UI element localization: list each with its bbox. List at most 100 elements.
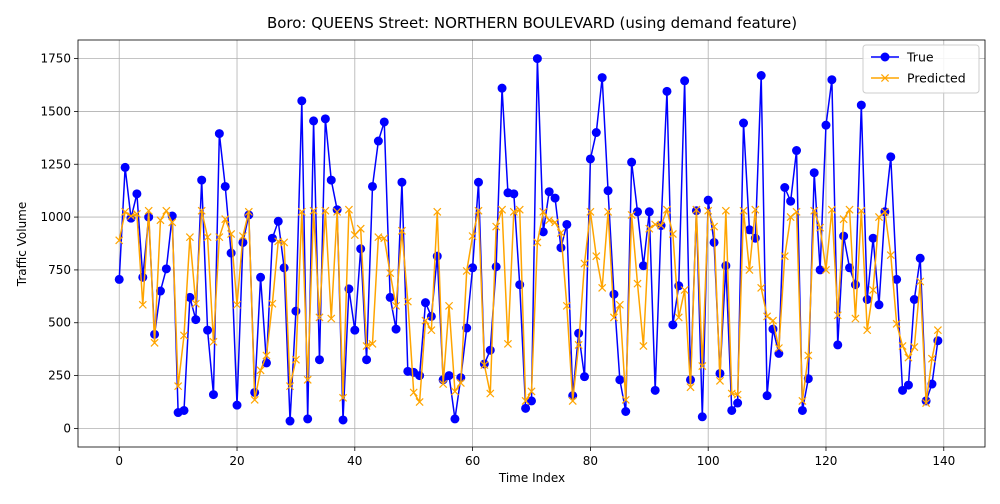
data-point-predicted	[238, 232, 247, 241]
data-point-true	[633, 207, 643, 217]
y-tick-label: 1000	[40, 210, 71, 224]
data-point-predicted	[138, 300, 147, 309]
data-point-true	[468, 263, 478, 273]
data-point-predicted	[397, 226, 406, 235]
data-point-predicted	[321, 206, 330, 215]
data-point-predicted	[291, 355, 300, 364]
data-point-predicted	[551, 218, 560, 227]
data-point-predicted	[468, 232, 477, 241]
x-marker-stroke	[680, 285, 689, 295]
data-point-true	[373, 136, 383, 146]
data-point-true	[521, 403, 531, 413]
data-point-predicted	[462, 266, 471, 275]
data-point-true	[303, 414, 313, 424]
x-marker-stroke	[768, 316, 777, 325]
data-point-true	[132, 189, 142, 199]
data-point-predicted	[380, 234, 389, 243]
x-marker-stroke	[574, 340, 583, 349]
data-point-predicted	[197, 206, 206, 215]
x-marker-stroke	[833, 311, 842, 320]
x-marker-stroke	[315, 313, 324, 322]
data-point-predicted	[256, 366, 265, 375]
x-marker-stroke	[150, 338, 159, 347]
x-marker-stroke	[309, 206, 318, 215]
data-point-true	[797, 405, 807, 415]
data-point-true	[203, 325, 213, 335]
data-point-predicted	[639, 341, 648, 351]
data-point-true	[780, 183, 790, 193]
data-point-predicted	[168, 218, 177, 227]
legend-marker	[880, 52, 890, 62]
x-marker-stroke	[297, 207, 306, 216]
data-point-predicted	[904, 353, 913, 362]
series-predicted	[115, 205, 942, 408]
data-point-predicted	[456, 378, 465, 387]
x-marker-stroke	[751, 205, 760, 214]
x-marker-stroke	[409, 388, 418, 397]
x-marker-stroke	[168, 218, 177, 227]
data-point-true	[385, 292, 395, 302]
data-point-predicted	[845, 205, 854, 214]
x-marker-stroke	[439, 380, 448, 389]
x-marker-stroke	[562, 301, 571, 310]
data-point-predicted	[927, 354, 937, 363]
data-point-true	[762, 391, 772, 401]
data-point-true	[256, 272, 266, 282]
data-point-predicted	[509, 207, 518, 216]
data-point-predicted	[792, 207, 801, 216]
data-point-predicted	[350, 231, 359, 240]
data-point-predicted	[821, 265, 831, 274]
x-marker-stroke	[927, 354, 937, 363]
data-point-predicted	[392, 301, 401, 310]
x-tick-label: 100	[697, 454, 720, 468]
data-point-predicted	[533, 238, 542, 247]
data-point-true	[126, 213, 136, 223]
data-point-true	[792, 146, 802, 156]
x-marker-stroke	[132, 209, 141, 218]
data-point-true	[721, 261, 731, 271]
data-point-predicted	[403, 297, 412, 306]
data-point-predicted	[615, 300, 624, 309]
data-point-true	[874, 300, 884, 310]
data-point-true	[815, 265, 825, 275]
x-marker-stroke	[692, 205, 701, 214]
x-marker-stroke	[179, 331, 189, 340]
x-marker-stroke	[568, 396, 577, 405]
x-marker-stroke	[657, 221, 666, 230]
series-true	[114, 54, 943, 426]
x-marker-stroke	[191, 299, 200, 308]
data-point-true	[621, 406, 631, 416]
x-marker-stroke	[780, 252, 789, 261]
data-point-true	[580, 372, 590, 382]
data-point-predicted	[768, 316, 777, 325]
x-marker-stroke	[733, 390, 742, 399]
data-point-predicted	[633, 279, 642, 288]
x-marker-stroke	[286, 382, 295, 391]
x-marker-stroke	[892, 319, 901, 328]
data-point-true	[208, 390, 218, 400]
data-point-true	[138, 272, 148, 282]
data-point-predicted	[527, 387, 536, 396]
data-point-true	[350, 325, 360, 335]
x-marker-stroke	[238, 232, 247, 241]
x-marker-stroke	[621, 395, 630, 404]
x-marker-stroke	[350, 231, 359, 240]
data-point-true	[862, 294, 872, 304]
data-point-predicted	[115, 236, 124, 245]
data-point-predicted	[286, 382, 295, 391]
data-point-true	[839, 231, 849, 241]
legend-item-true: True	[871, 50, 934, 65]
x-marker-stroke	[668, 229, 677, 239]
x-marker-stroke	[933, 326, 942, 335]
data-point-true	[585, 154, 595, 164]
data-point-predicted	[280, 238, 289, 247]
data-point-true	[114, 274, 124, 284]
x-marker-stroke	[403, 297, 412, 306]
data-point-true	[391, 324, 401, 334]
data-point-predicted	[745, 265, 754, 274]
data-point-true	[214, 129, 224, 139]
data-point-true	[544, 187, 554, 197]
x-marker-stroke	[303, 375, 312, 384]
data-point-predicted	[174, 382, 183, 391]
data-point-true	[338, 415, 348, 425]
